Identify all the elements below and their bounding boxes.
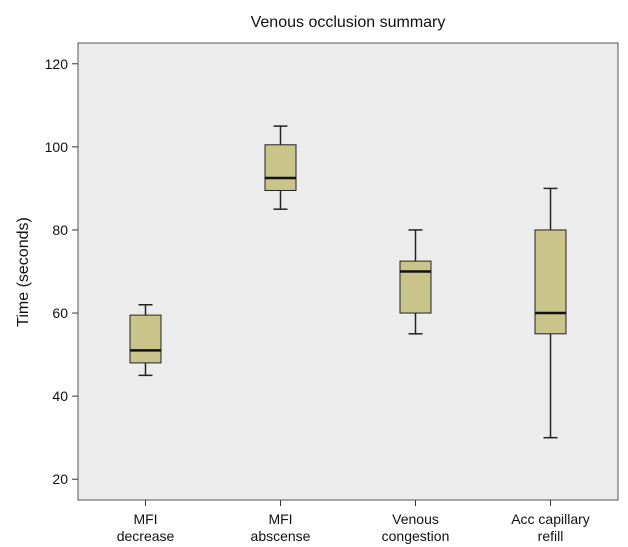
iqr-box	[534, 229, 567, 335]
y-tick-label: 120	[45, 56, 69, 72]
x-category-label: Venous	[392, 511, 439, 527]
y-axis-label: Time (seconds)	[15, 217, 32, 327]
y-tick-label: 80	[52, 222, 68, 238]
y-tick-label: 100	[45, 139, 69, 155]
iqr-box	[129, 314, 162, 364]
box-group	[534, 187, 567, 439]
box-group	[129, 303, 162, 377]
box-group	[264, 125, 297, 210]
plot-area	[77, 42, 619, 501]
y-tick-label: 60	[52, 305, 68, 321]
x-category-label: MFI	[133, 511, 157, 527]
x-category-label: decrease	[117, 528, 175, 544]
x-category-label: MFI	[268, 511, 292, 527]
x-category-label: abscense	[251, 528, 311, 544]
chart-title: Venous occlusion summary	[251, 14, 446, 31]
y-tick-label: 20	[52, 471, 68, 487]
x-category-label: congestion	[382, 528, 450, 544]
x-category-label: refill	[538, 528, 564, 544]
box-group	[399, 229, 432, 335]
iqr-box	[399, 260, 432, 314]
iqr-box	[264, 144, 297, 191]
y-tick-label: 40	[52, 388, 68, 404]
x-category-label: Acc capillary	[511, 511, 590, 527]
